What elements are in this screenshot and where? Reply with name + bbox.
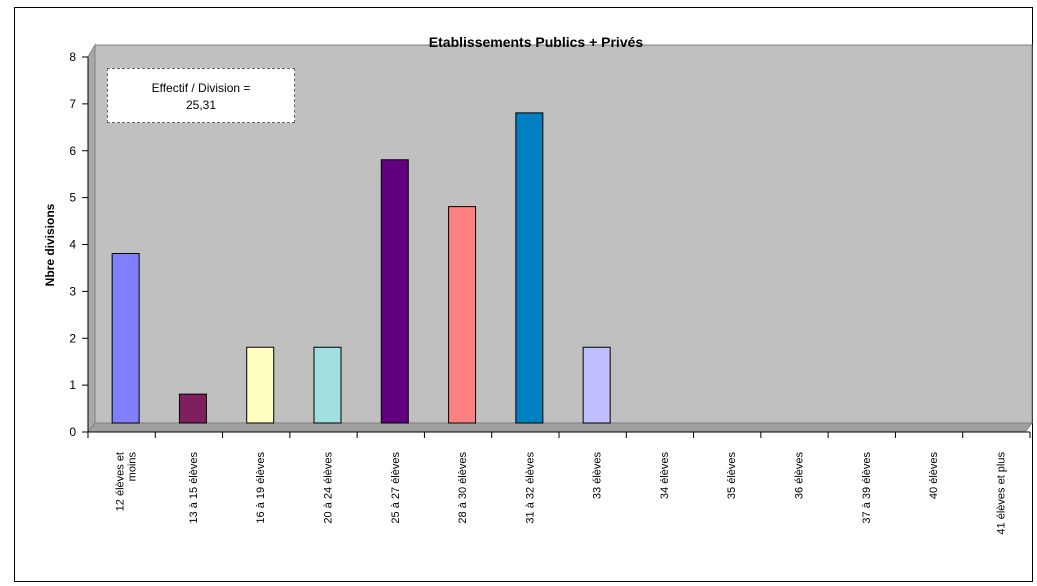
bar	[111, 253, 140, 424]
x-tick-label-line: 25 à 27 élèves	[390, 452, 402, 524]
x-tick-label: 16 à 19 élèves	[255, 452, 267, 524]
x-tick-label: 33 élèves	[592, 452, 604, 500]
x-tick-label: 41 élèves et plus	[995, 452, 1007, 535]
x-tick-label: 40 élèves	[928, 452, 940, 500]
x-tick-label: 31 à 32 élèves	[524, 452, 536, 524]
x-tick-label: 37 à 39 élèves	[861, 452, 873, 524]
y-tick-label: 6	[69, 144, 76, 158]
bar	[178, 393, 207, 424]
x-tick-label-line: 12 élèves et	[115, 452, 127, 511]
x-tick-label: 34 élèves	[659, 452, 671, 500]
plot-side-wall	[87, 43, 96, 434]
plot-floor	[86, 422, 1034, 433]
y-tick-label: 2	[69, 331, 76, 345]
x-tick-label-line: moins	[127, 452, 139, 482]
bar	[515, 112, 544, 424]
x-tick-label-line: 31 à 32 élèves	[524, 452, 536, 524]
x-tick-label-line: 33 élèves	[592, 452, 604, 500]
x-tick-label: 13 à 15 élèves	[188, 452, 200, 524]
x-tick-label: 28 à 30 élèves	[457, 452, 469, 524]
y-tick-label: 4	[69, 238, 76, 252]
x-tick-label-line: 35 élèves	[726, 452, 738, 500]
x-tick-label: 20 à 24 élèves	[323, 452, 335, 524]
x-tick-label-line: 28 à 30 élèves	[457, 452, 469, 524]
bar	[380, 159, 409, 424]
x-tick-label-line: 36 élèves	[794, 452, 806, 500]
x-tick-label-line: 13 à 15 élèves	[188, 452, 200, 524]
bar	[246, 346, 275, 424]
x-tick-label-line: 40 élèves	[928, 452, 940, 500]
x-tick-label-line: 16 à 19 élèves	[255, 452, 267, 524]
annotation-box: Effectif / Division = 25,31	[107, 68, 295, 123]
annotation-line-2: 25,31	[185, 98, 217, 112]
bar	[313, 346, 342, 424]
y-tick-label: 3	[69, 284, 76, 298]
x-tick-label-line: 37 à 39 élèves	[861, 452, 873, 524]
y-tick-label: 0	[69, 425, 76, 439]
y-axis-label: Nbre divisions	[43, 203, 57, 286]
y-tick-label: 7	[69, 97, 76, 111]
x-tick-label: 35 élèves	[726, 452, 738, 500]
y-tick-label: 8	[69, 50, 76, 64]
x-tick-label: 12 élèves etmoins	[115, 452, 139, 512]
annotation-line-1: Effectif / Division =	[151, 81, 251, 95]
bar	[582, 346, 611, 424]
y-tick-label: 5	[69, 191, 76, 205]
x-tick-label: 36 élèves	[794, 452, 806, 500]
y-tick-label: 1	[69, 378, 76, 392]
chart-title: Etablissements Publics + Privés	[429, 34, 644, 50]
bar	[448, 206, 477, 424]
x-tick-label: 25 à 27 élèves	[390, 452, 402, 524]
x-tick-label-line: 20 à 24 élèves	[323, 452, 335, 524]
x-tick-label-line: 41 élèves et plus	[995, 452, 1007, 535]
x-tick-label-line: 34 élèves	[659, 452, 671, 500]
